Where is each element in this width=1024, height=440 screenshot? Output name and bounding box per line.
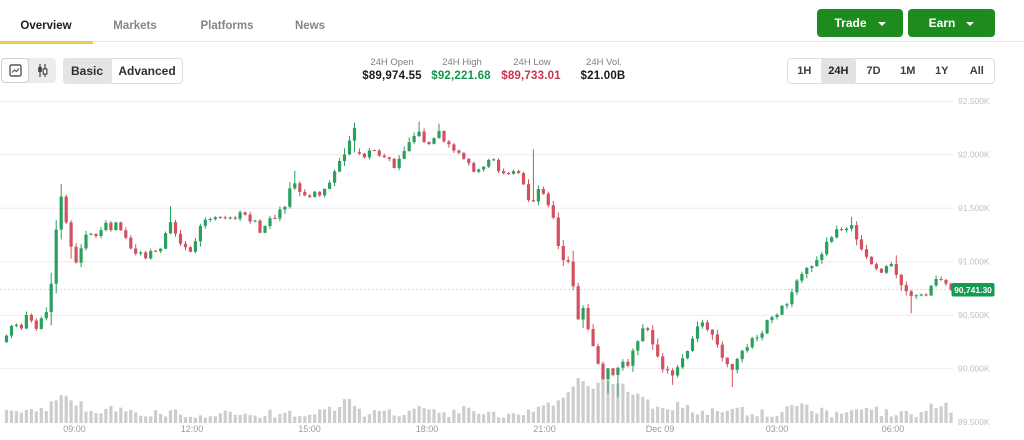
svg-text:90.500K: 90.500K	[958, 310, 990, 320]
svg-text:18:00: 18:00	[416, 424, 439, 434]
svg-text:89.500K: 89.500K	[958, 417, 990, 427]
svg-text:21:00: 21:00	[533, 424, 556, 434]
svg-text:09:00: 09:00	[63, 424, 86, 434]
svg-text:91.500K: 91.500K	[958, 203, 990, 213]
svg-text:Dec 09: Dec 09	[646, 424, 675, 434]
svg-text:90.000K: 90.000K	[958, 364, 990, 374]
svg-text:03:00: 03:00	[766, 424, 789, 434]
svg-text:12:00: 12:00	[181, 424, 204, 434]
svg-text:91.000K: 91.000K	[958, 257, 990, 267]
svg-text:06:00: 06:00	[882, 424, 905, 434]
svg-text:15:00: 15:00	[298, 424, 321, 434]
svg-text:92.000K: 92.000K	[958, 150, 990, 160]
svg-text:92.500K: 92.500K	[958, 96, 990, 106]
svg-text:90,741.30: 90,741.30	[954, 285, 992, 295]
